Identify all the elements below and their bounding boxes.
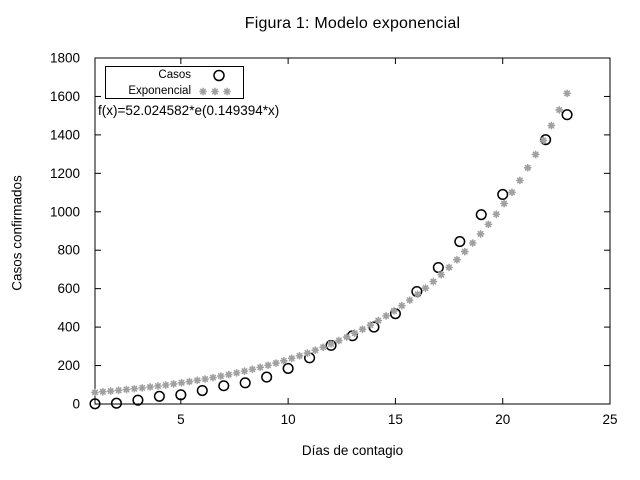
y-tick-label: 1400	[50, 127, 80, 142]
casos-point	[110, 397, 123, 409]
casos-point	[432, 261, 444, 274]
legend-label-exponencial: Exponencial	[128, 85, 191, 97]
casos-point	[475, 209, 487, 221]
x-axis-label: Días de contagio	[301, 443, 404, 458]
x-tick-label: 10	[281, 412, 296, 427]
x-tick-label: 15	[388, 412, 403, 427]
legend-label-casos: Casos	[158, 69, 191, 81]
casos-point	[132, 394, 144, 406]
casos-point	[196, 384, 208, 397]
x-tick-label: 5	[177, 412, 185, 427]
casos-point	[497, 188, 509, 201]
legend-row-casos: Casos	[106, 68, 243, 83]
plot-frame	[94, 57, 611, 405]
y-tick-label: 600	[57, 281, 80, 296]
y-tick-label: 1800	[50, 51, 80, 66]
casos-point	[89, 398, 101, 410]
x-tick-label: 20	[495, 412, 510, 427]
y-tick-label: 0	[72, 397, 80, 412]
y-tick-label: 800	[57, 243, 80, 258]
axis-ticks: 5 10 15 20 25 0 200 400 600 800 1000 1200 1400 1600 18…	[50, 51, 618, 428]
y-tick-label: 1000	[50, 204, 80, 219]
casos-point	[175, 389, 187, 401]
casos-point	[261, 371, 273, 383]
y-tick-label: 1200	[50, 166, 80, 181]
legend-row-exponencial: Exponencial	[106, 84, 243, 99]
y-tick-label: 1600	[50, 89, 80, 104]
y-tick-label: 400	[57, 320, 80, 335]
fit-equation-annotation: f(x)=52.024582*e(0.149394*x)	[98, 103, 280, 118]
chart-title: Figura 1: Modelo exponencial	[244, 15, 461, 32]
x-tick-label: 25	[602, 412, 617, 427]
casos-series	[89, 109, 573, 410]
casos-point	[153, 390, 165, 402]
open-circle-marker-icon	[191, 68, 243, 83]
y-tick-label: 200	[57, 358, 80, 373]
casos-point	[454, 236, 466, 248]
legend: Casos Exponencial	[105, 66, 244, 99]
casos-point	[218, 380, 230, 392]
casos-point	[561, 109, 573, 121]
exponencial-series	[91, 89, 571, 397]
asterisk-markers-icon	[191, 84, 243, 99]
casos-point	[282, 362, 294, 374]
casos-point	[239, 377, 251, 389]
